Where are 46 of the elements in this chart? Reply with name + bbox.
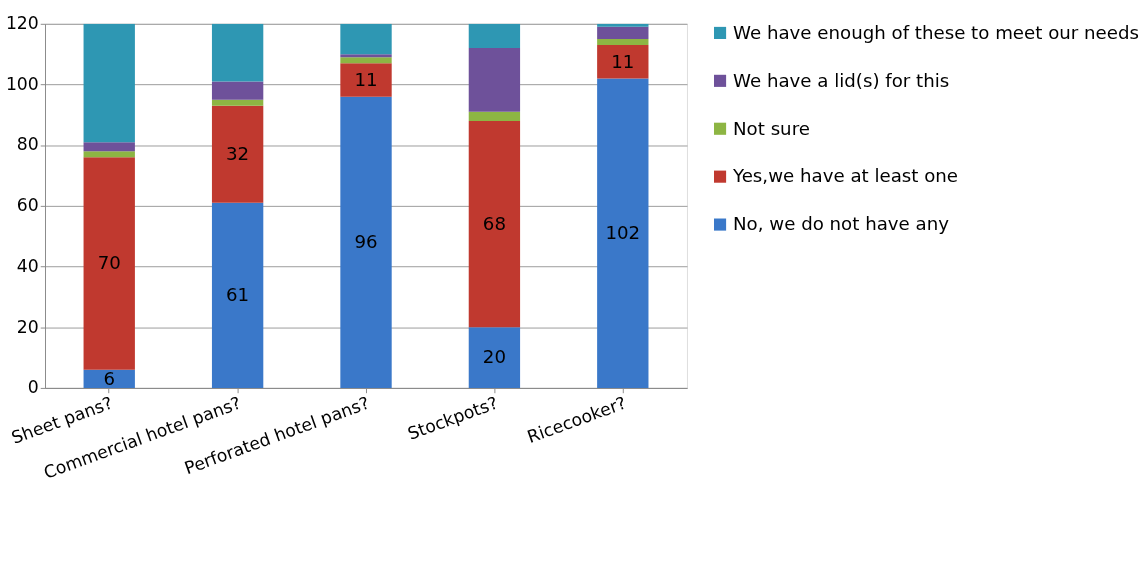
bar: [597, 23, 649, 27]
data-label: 11: [354, 68, 378, 90]
bar: [468, 48, 521, 112]
bar: [597, 45, 649, 79]
bar: [211, 105, 264, 203]
bar: [468, 23, 521, 49]
bar: [211, 23, 264, 82]
bar: [468, 120, 521, 328]
data-label: 102: [605, 221, 641, 243]
legend-label: Yes,we have at least one: [731, 165, 959, 187]
y-tick-label: 120: [5, 13, 39, 34]
legend-label: We have a lid(s) for this: [732, 69, 950, 91]
bar: [83, 151, 135, 158]
bar: [211, 81, 264, 100]
bar: [340, 96, 392, 388]
y-tick-label: 100: [5, 73, 39, 94]
data-label: 96: [354, 231, 378, 253]
data-label: 68: [482, 212, 506, 234]
bar: [597, 39, 649, 46]
bar: [597, 26, 649, 39]
bar: [340, 54, 392, 58]
y-tick-label: 0: [27, 377, 39, 398]
bar: [597, 78, 649, 388]
bar: [340, 23, 392, 55]
data-label: 70: [97, 252, 121, 274]
bar: [340, 57, 392, 64]
bar: [83, 23, 135, 143]
data-label: 11: [611, 50, 635, 72]
bar: [83, 157, 135, 370]
legend-label: No, we do not have any: [732, 213, 950, 235]
data-label: 32: [226, 143, 250, 165]
y-tick-label: 60: [16, 195, 39, 216]
bar: [211, 99, 264, 106]
y-tick-label: 20: [16, 316, 39, 337]
legend-label: Not sure: [732, 117, 810, 139]
bar: [340, 63, 392, 97]
y-tick-label: 80: [16, 134, 39, 155]
bar: [83, 142, 135, 152]
y-tick-label: 40: [16, 255, 39, 276]
data-label: 20: [482, 346, 506, 368]
bar: [468, 327, 521, 388]
data-label: 6: [103, 367, 116, 389]
bar: [211, 202, 264, 388]
data-label: 61: [226, 284, 250, 306]
legend-label: We have enough of these to meet our needs: [732, 21, 1140, 43]
bar: [468, 111, 521, 121]
